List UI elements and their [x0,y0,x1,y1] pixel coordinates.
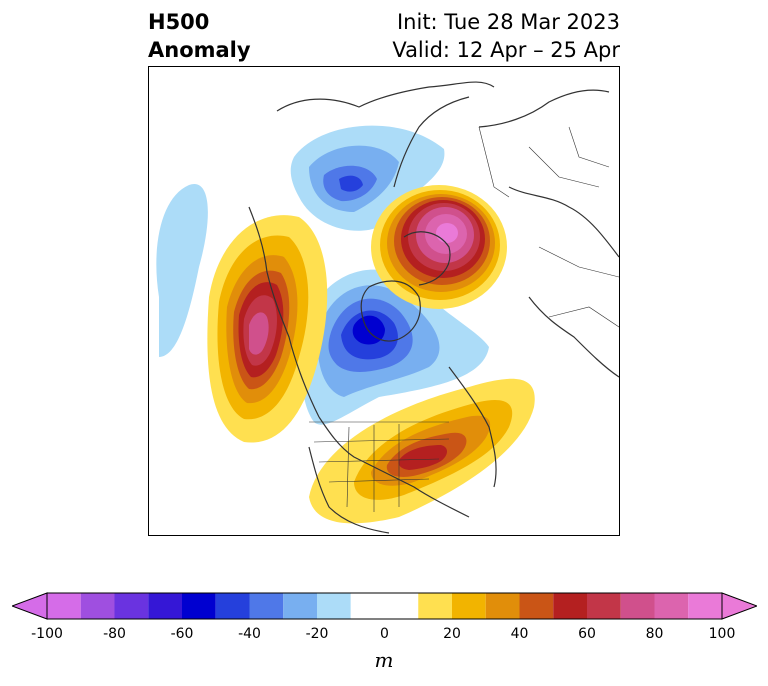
colorbar-tick: 40 [510,626,529,642]
coastlines [248,81,619,534]
colorbar-tick: 20 [443,626,461,642]
colorbar-tick: -100 [31,626,63,642]
colorbar-segment [620,593,655,619]
colorbar-segment [587,593,621,619]
colorbar-tick-labels: -100 -80 -60 -40 -20 0 20 40 60 80 100 [0,626,768,646]
colorbar-segment [148,593,182,619]
map-title: H500 Anomaly [148,8,251,64]
colorbar-segment [114,593,149,619]
political-borders [309,126,619,512]
colorbar-segment [519,593,554,619]
valid-period: Valid: 12 Apr – 25 Apr [392,38,620,62]
colorbar-tick: -20 [305,626,329,642]
colorbar-tick: 100 [708,626,736,642]
colorbar-segment [418,593,452,619]
map-canvas [149,67,619,535]
colorbar-extend-low [12,592,48,620]
arctic-ridge [371,185,507,309]
colorbar-tick: -80 [103,626,126,642]
pacific-trough [156,183,208,357]
colorbar-outline [46,592,723,620]
eastern-us-ridge [309,378,535,524]
colorbar-tick: 60 [578,626,596,642]
colorbar-segment [47,593,81,619]
title-field: Anomaly [148,38,251,62]
anomaly-map [148,66,620,536]
colorbar-tick: 80 [645,626,664,642]
colorbar-segment [553,593,587,619]
colorbar-segment [80,593,115,619]
colorbar-segment [182,593,216,619]
colorbar-segment [452,593,486,619]
colorbar-segment [688,593,722,619]
title-variable: H500 [148,10,210,34]
init-date: Init: Tue 28 Mar 2023 [396,10,620,34]
colorbar [12,592,757,620]
map-dates: Init: Tue 28 Mar 2023 Valid: 12 Apr – 25… [392,8,620,64]
colorbar-segment [283,593,317,619]
colorbar-units: m [374,648,394,672]
colorbar-segment [249,593,284,619]
colorbar-tick: -60 [170,626,194,642]
colorbar-segment [215,593,250,619]
colorbar-segment [654,593,689,619]
colorbar-extend-high [721,592,757,620]
colorbar-segment [317,593,351,619]
colorbar-tick: 0 [380,626,389,642]
colorbar-segment [485,593,520,619]
colorbar-segment [350,593,419,619]
colorbar-tick: -40 [238,626,261,642]
